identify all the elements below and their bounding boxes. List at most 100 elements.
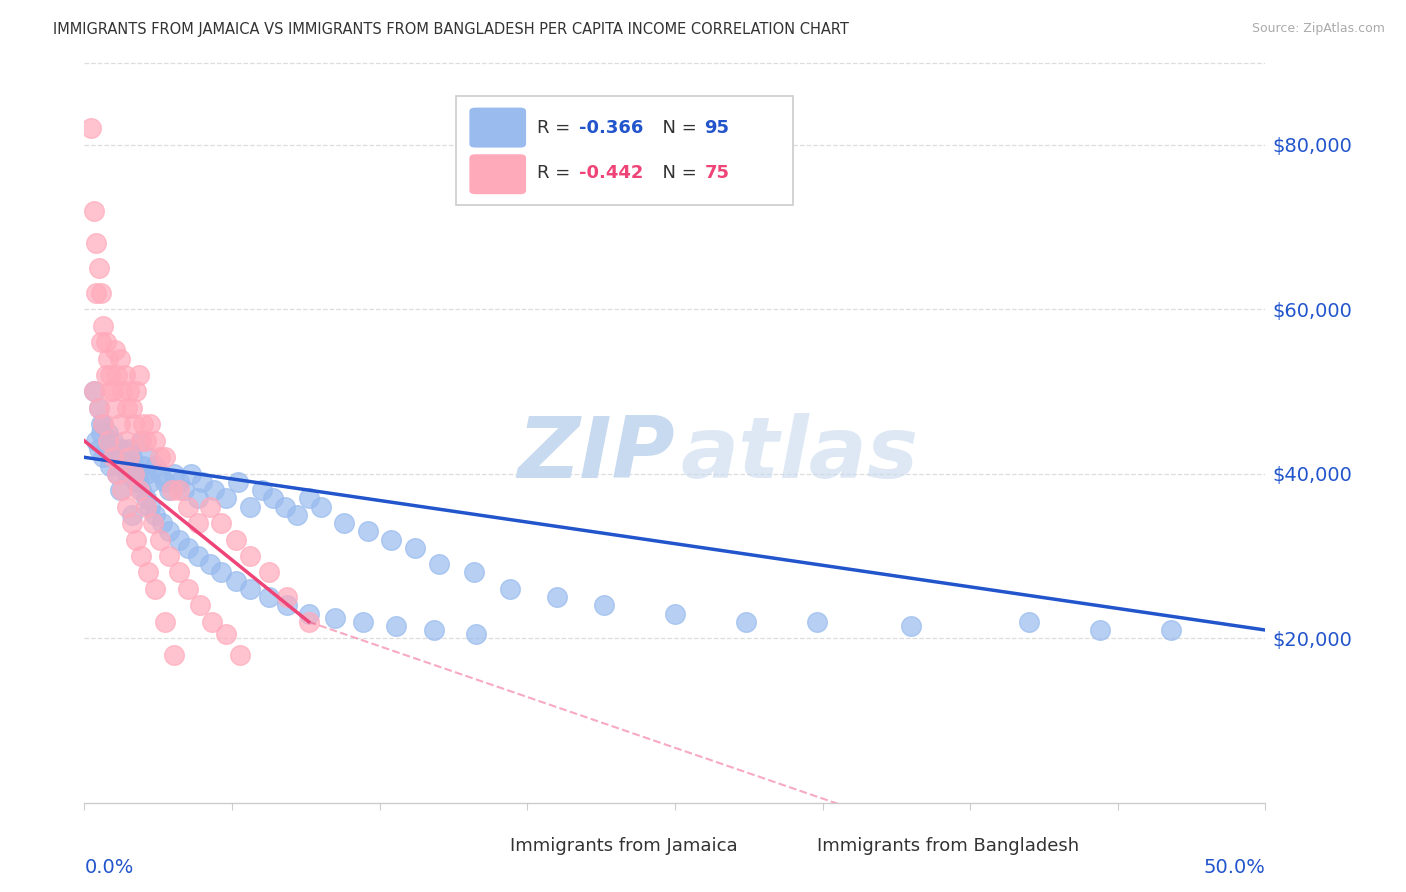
Point (107, 467, 129, 481)
Point (167, 533, 190, 547)
Text: 0.0%: 0.0% (84, 858, 134, 878)
Point (806, 615, 828, 629)
Point (215, 627, 238, 641)
Point (135, 491, 157, 506)
Point (97, 434, 120, 448)
Point (114, 368, 136, 382)
FancyBboxPatch shape (470, 154, 526, 194)
Point (91, 417, 114, 432)
Point (226, 475, 249, 489)
Text: Source: ZipAtlas.com: Source: ZipAtlas.com (1251, 22, 1385, 36)
Point (298, 615, 321, 629)
Point (97, 434, 120, 448)
Point (125, 475, 148, 489)
Point (352, 615, 374, 629)
Point (404, 541, 426, 555)
Point (97, 425, 120, 440)
Point (149, 467, 172, 481)
Text: 50.0%: 50.0% (1204, 858, 1265, 878)
Point (122, 417, 145, 432)
Point (202, 483, 225, 498)
Point (239, 549, 262, 563)
Point (108, 351, 131, 366)
Point (121, 450, 143, 465)
Point (98, 368, 121, 382)
Text: atlas: atlas (681, 413, 920, 496)
Point (157, 549, 180, 563)
Point (111, 384, 134, 399)
Point (333, 516, 356, 530)
Text: -0.366: -0.366 (579, 119, 644, 136)
Text: 75: 75 (704, 164, 730, 183)
Text: R =: R = (537, 119, 575, 136)
Point (121, 401, 143, 415)
Point (104, 343, 127, 358)
Point (1160, 623, 1182, 637)
Point (357, 524, 380, 539)
Point (150, 516, 173, 530)
Point (143, 508, 166, 522)
Point (323, 610, 346, 624)
Point (149, 533, 172, 547)
Point (98, 384, 121, 399)
Text: N =: N = (651, 164, 703, 183)
Point (90, 425, 112, 440)
Point (108, 483, 131, 498)
Point (546, 590, 568, 604)
Point (132, 458, 155, 473)
Point (135, 434, 157, 448)
Point (309, 500, 332, 514)
Point (107, 467, 129, 481)
Point (101, 434, 124, 448)
Text: N =: N = (651, 119, 703, 136)
Point (239, 500, 262, 514)
Point (115, 500, 138, 514)
Point (180, 467, 202, 481)
Text: R =: R = (537, 164, 575, 183)
Point (498, 582, 520, 596)
Point (90, 335, 112, 350)
FancyBboxPatch shape (453, 830, 494, 858)
Point (298, 607, 321, 621)
Point (84, 434, 107, 448)
Point (139, 500, 162, 514)
Point (225, 533, 247, 547)
Point (593, 599, 616, 613)
Point (209, 566, 232, 580)
Point (143, 434, 166, 448)
Point (463, 566, 485, 580)
Point (257, 590, 280, 604)
Point (274, 500, 297, 514)
Point (139, 475, 162, 489)
Point (187, 491, 209, 506)
Point (136, 566, 159, 580)
Point (84, 236, 107, 251)
Point (734, 615, 756, 629)
Point (143, 458, 166, 473)
Point (118, 442, 141, 456)
Point (153, 475, 176, 489)
FancyBboxPatch shape (470, 108, 526, 147)
Point (94, 335, 117, 350)
Point (163, 648, 186, 662)
Point (239, 582, 262, 596)
Point (101, 384, 124, 399)
Point (90, 285, 112, 300)
Point (101, 450, 124, 465)
Point (83, 384, 105, 399)
Point (167, 483, 190, 498)
Point (111, 483, 134, 498)
Point (80, 121, 103, 136)
Point (157, 524, 180, 539)
Point (1088, 623, 1111, 637)
Point (108, 450, 131, 465)
Point (107, 368, 129, 382)
Point (198, 558, 221, 572)
Point (198, 500, 221, 514)
Point (262, 491, 284, 506)
Point (107, 442, 129, 456)
Point (87, 401, 110, 415)
Point (98, 458, 121, 473)
Point (173, 483, 195, 498)
Point (108, 417, 131, 432)
